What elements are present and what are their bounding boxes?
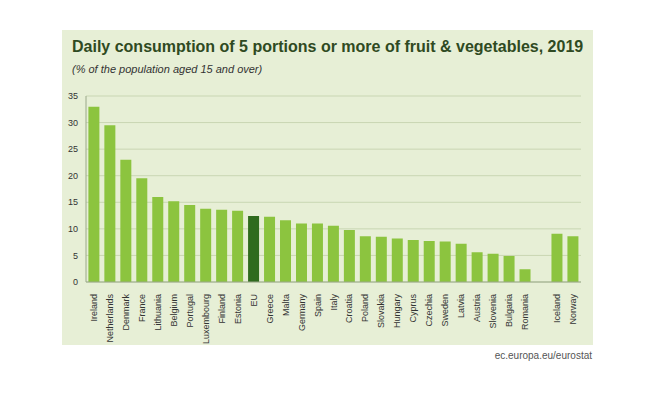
svg-text:Greece: Greece (265, 294, 275, 324)
svg-text:15: 15 (68, 197, 78, 207)
svg-text:Germany: Germany (297, 294, 307, 332)
svg-text:Finland: Finland (217, 294, 227, 324)
svg-text:Latvia: Latvia (456, 294, 466, 318)
svg-text:Cyprus: Cyprus (408, 294, 418, 323)
svg-text:Slovakia: Slovakia (376, 294, 386, 328)
svg-text:Luxembourg: Luxembourg (201, 294, 211, 344)
svg-text:25: 25 (68, 144, 78, 154)
svg-text:Lithuania: Lithuania (153, 294, 163, 331)
svg-text:Romania: Romania (520, 294, 530, 330)
html-text:ec.europa.eu/eurostat: ec.europa.eu/eurostat (494, 350, 592, 361)
svg-text:30: 30 (68, 118, 78, 128)
svg-text:Iceland: Iceland (552, 294, 562, 323)
svg-text:Netherlands: Netherlands (105, 294, 115, 343)
svg-text:Poland: Poland (360, 294, 370, 322)
svg-text:Norway: Norway (568, 294, 578, 325)
svg-text:20: 20 (68, 171, 78, 181)
html-text:Daily consumption of 5 portion: Daily consumption of 5 portions or more … (72, 38, 584, 55)
svg-text:5: 5 (73, 251, 78, 261)
svg-text:Croatia: Croatia (344, 294, 354, 323)
svg-text:Italy: Italy (329, 294, 339, 311)
html-text:(% of the population aged 15 a: (% of the population aged 15 and over) (72, 63, 263, 75)
svg-text:Denmark: Denmark (121, 294, 131, 331)
svg-text:35: 35 (68, 91, 78, 101)
svg-text:Belgium: Belgium (169, 294, 179, 327)
svg-text:Hungary: Hungary (392, 294, 402, 329)
svg-text:Slovenia: Slovenia (488, 294, 498, 329)
svg-text:0: 0 (73, 277, 78, 287)
svg-text:EU: EU (249, 294, 259, 307)
svg-text:Spain: Spain (313, 294, 323, 317)
svg-text:Czechia: Czechia (424, 294, 434, 327)
svg-text:Malta: Malta (281, 294, 291, 316)
svg-text:Bulgaria: Bulgaria (504, 294, 514, 327)
svg-text:Estonia: Estonia (233, 294, 243, 324)
svg-text:Ireland: Ireland (89, 294, 99, 322)
svg-text:10: 10 (68, 224, 78, 234)
svg-text:France: France (137, 294, 147, 322)
svg-text:Portugal: Portugal (185, 294, 195, 328)
svg-text:Austria: Austria (472, 294, 482, 322)
svg-text:Sweden: Sweden (440, 294, 450, 327)
